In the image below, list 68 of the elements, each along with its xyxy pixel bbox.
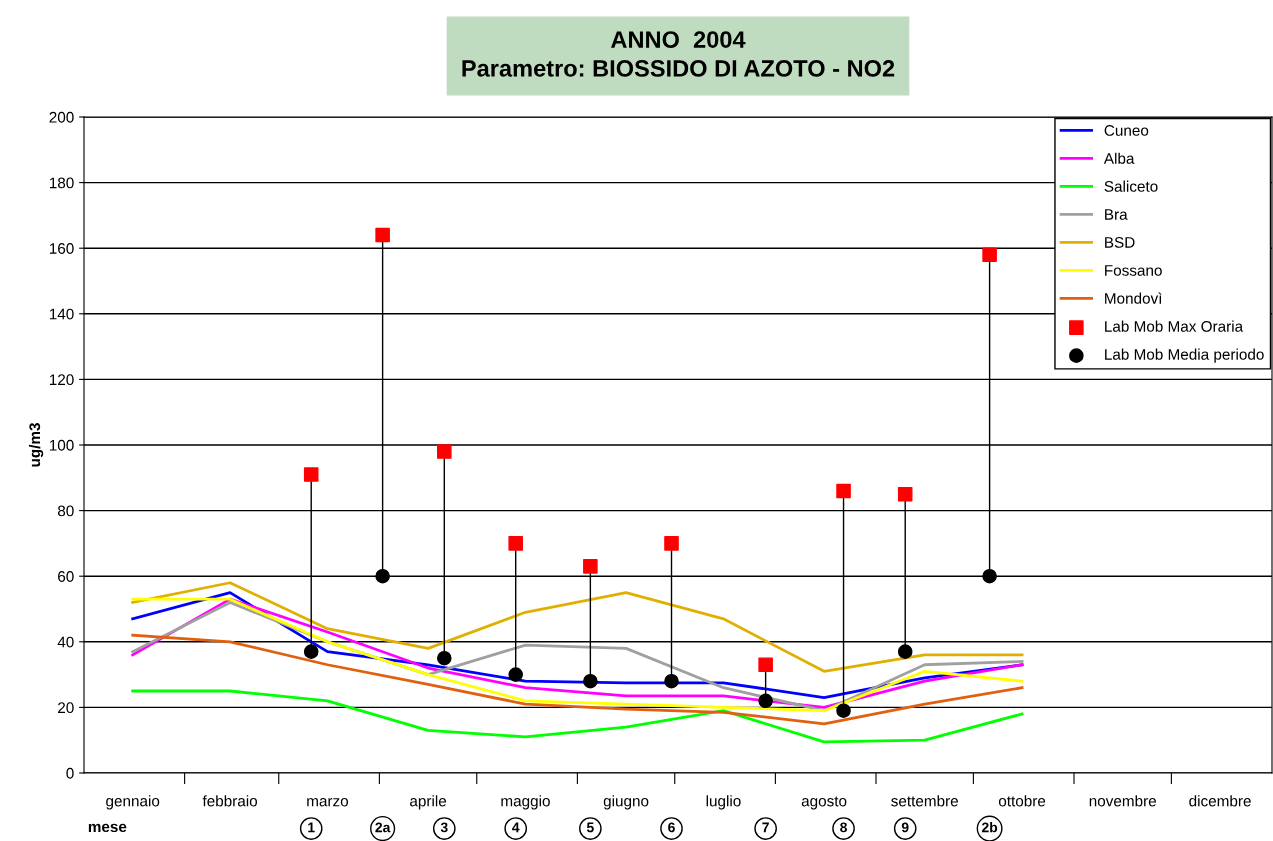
point (664, 536, 679, 551)
legend-label: Cuneo (1104, 125, 1149, 136)
point (508, 667, 523, 682)
y-axis-title: ug/m3 (28, 423, 44, 467)
point (836, 703, 851, 718)
point (897, 644, 913, 659)
x-tick-label: settembre (891, 795, 958, 807)
legend-label: Lab Mob Media periodo (1105, 348, 1264, 363)
text: 9 (901, 822, 909, 833)
y-tick-label: 180 (49, 177, 74, 189)
text: 7 (762, 822, 769, 833)
text: 8 (840, 822, 847, 833)
legend-label: Lab Mob Max Oraria (1105, 320, 1244, 332)
y-tick-label: 120 (49, 374, 74, 386)
x-axis-title: mese (88, 823, 127, 833)
point (375, 227, 390, 243)
point (583, 559, 598, 574)
y-tick-label: 20 (58, 702, 74, 714)
text: 5 (586, 822, 594, 833)
legend-label: BSD (1105, 237, 1135, 248)
x-tick-label: marzo (307, 798, 349, 807)
y-tick-label: 200 (49, 111, 74, 123)
text: 1 (308, 822, 315, 833)
point (508, 536, 523, 551)
y-tick-label: 160 (49, 243, 74, 254)
point (897, 486, 913, 502)
text: 6 (668, 822, 675, 833)
x-tick-label: luglio (706, 795, 741, 810)
x-tick-label: dicembre (1189, 795, 1251, 807)
legend-label: Bra (1105, 209, 1128, 220)
y-tick-label: 0 (66, 767, 74, 779)
text: 2b (981, 822, 998, 833)
x-tick-label: febbraio (202, 795, 258, 807)
x-tick-label: ottobre (998, 795, 1046, 807)
y-tick-label: 60 (58, 571, 74, 582)
y-tick-label: 80 (57, 505, 74, 517)
point (664, 673, 679, 689)
point (982, 568, 997, 584)
point (303, 644, 319, 659)
x-tick-label: maggio (501, 795, 550, 810)
x-tick-label: agosto (801, 796, 847, 810)
point (758, 693, 773, 709)
x-tick-label: aprile (410, 795, 447, 810)
point (583, 673, 598, 689)
x-tick-label: giugno (603, 795, 649, 810)
point (303, 467, 319, 482)
chart-title: ANNO 2004 Parametro: BIOSSIDO DI AZOTO - NO2 (462, 31, 895, 77)
line-series (131, 581, 1024, 673)
y-tick-label: 140 (49, 308, 74, 320)
point (758, 657, 773, 673)
y-tick-label: 100 (49, 439, 74, 451)
text: 3 (440, 822, 448, 833)
point (836, 483, 851, 499)
legend-label: Mondovì (1105, 292, 1162, 304)
x-tick-label: gennaio (106, 795, 160, 810)
text: 4 (512, 822, 520, 833)
x-tick-label: novembre (1089, 795, 1156, 807)
point (982, 247, 997, 263)
point (375, 568, 390, 584)
legend-label: Saliceto (1104, 180, 1158, 192)
legend-label: Fossano (1105, 265, 1162, 276)
line-series (131, 689, 1024, 744)
point (437, 444, 452, 459)
point (437, 650, 452, 666)
legend-label: Alba (1103, 152, 1135, 164)
text: 2a (375, 822, 391, 833)
y-tick-label: 40 (57, 636, 74, 648)
line-series (131, 633, 1024, 726)
